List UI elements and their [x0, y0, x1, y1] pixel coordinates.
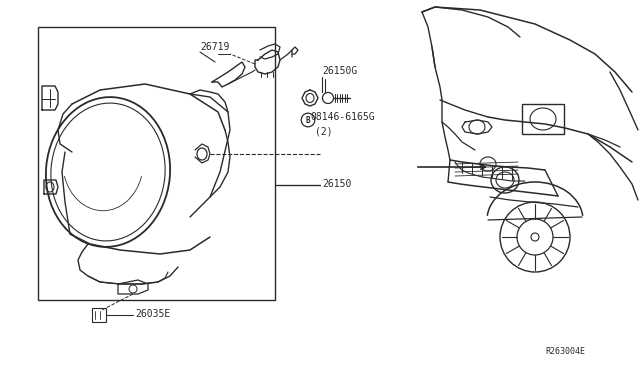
Bar [38, 27, 275, 300]
Text: 26719: 26719 [200, 42, 229, 52]
Text: (2): (2) [315, 126, 333, 136]
Text: 26035E: 26035E [135, 309, 170, 319]
Text: R263004E: R263004E [545, 347, 585, 356]
Text: 26150G: 26150G [322, 66, 357, 76]
Bar [92, 308, 106, 322]
Text: 26150: 26150 [322, 179, 351, 189]
Text: B: B [306, 115, 310, 125]
Text: 08146-6165G: 08146-6165G [310, 112, 374, 122]
Bar [522, 104, 564, 134]
